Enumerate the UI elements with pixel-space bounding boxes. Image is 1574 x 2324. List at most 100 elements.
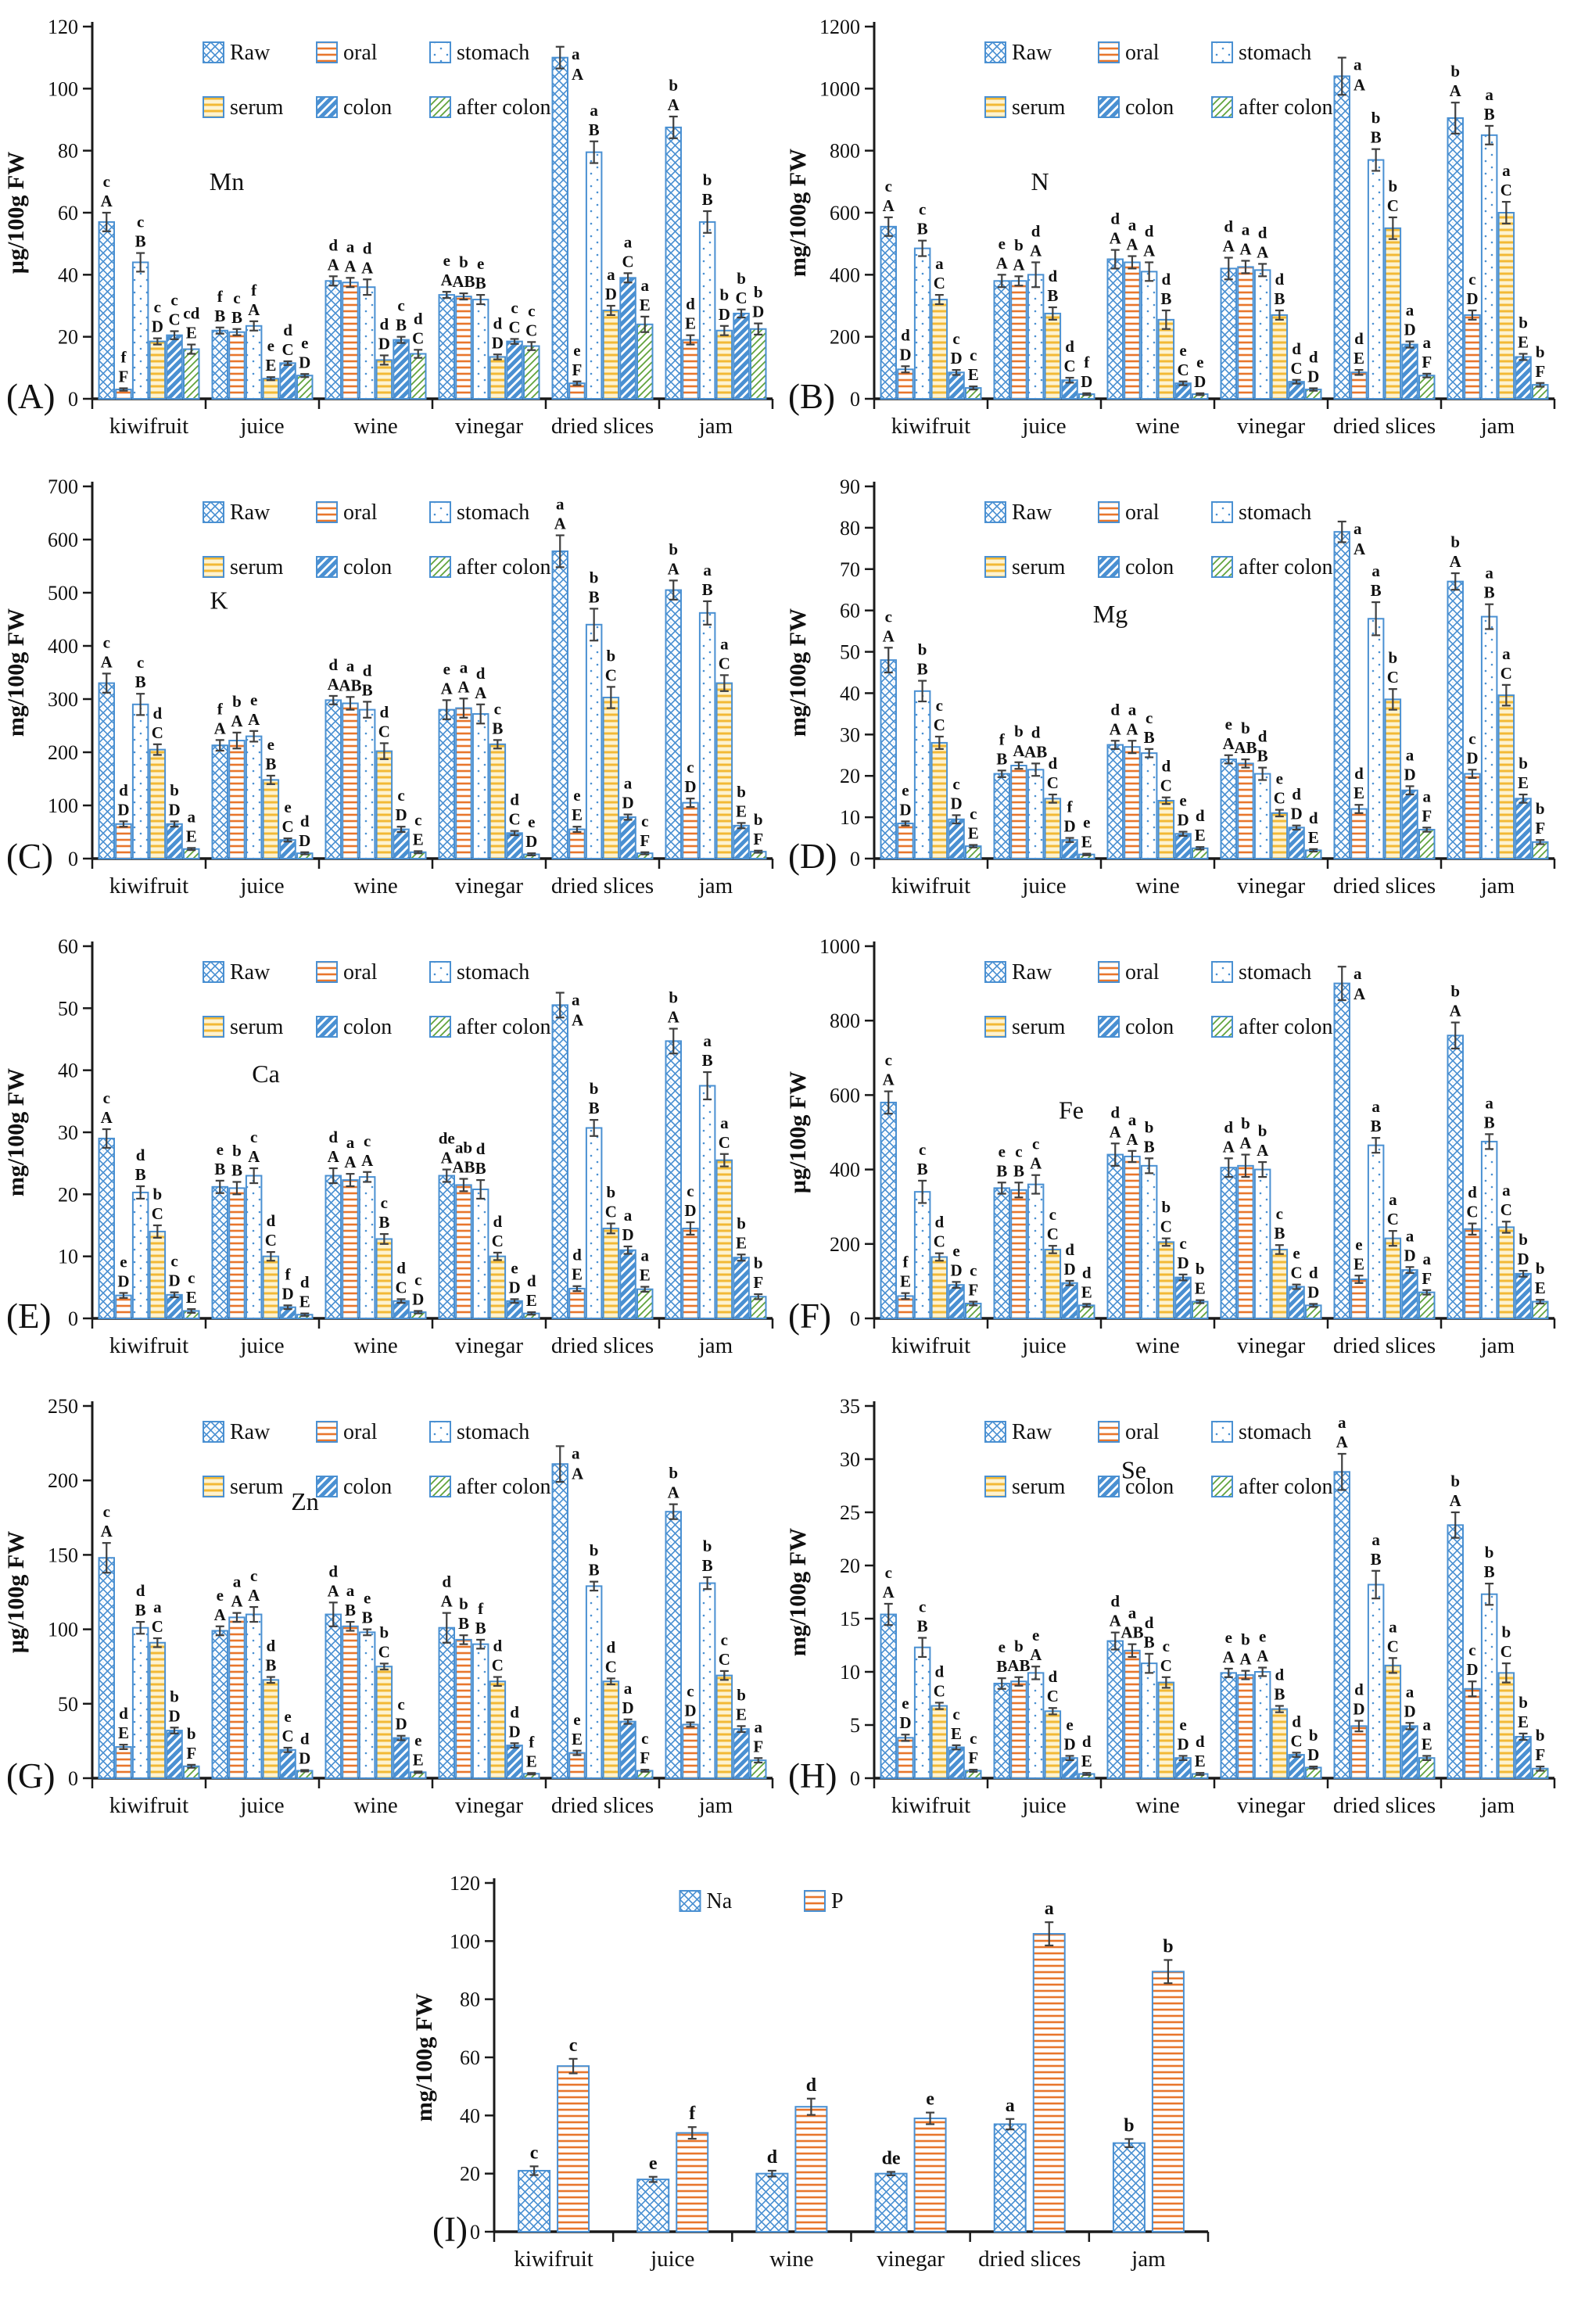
sig-letters: cD: [168, 1252, 180, 1290]
sig-letter: A: [248, 300, 260, 319]
sig-letter: b: [1241, 719, 1250, 737]
legend-swatch-after: [1211, 1476, 1233, 1497]
bar: [682, 339, 699, 400]
sig-letters: cD: [950, 329, 962, 368]
sig-letter: B: [1144, 1137, 1155, 1156]
sig-letter: de: [881, 2148, 900, 2168]
sig-letters: aF: [1422, 333, 1432, 371]
sig-letter: d: [1049, 1667, 1058, 1686]
sig-letter: D: [168, 1706, 180, 1725]
sig-letter: d: [1292, 1712, 1301, 1730]
legend-label: colon: [343, 555, 392, 579]
sig-letter: B: [475, 1159, 486, 1178]
sig-letter: B: [589, 587, 600, 606]
error-bar: [572, 1285, 582, 1293]
sig-letter: D: [1177, 811, 1189, 830]
sig-letters: bA: [1450, 62, 1462, 100]
sig-letters: dC: [378, 702, 390, 741]
bar: [880, 225, 897, 400]
error-bar: [555, 45, 565, 70]
sig-letter: d: [1196, 806, 1205, 825]
y-tick-label: 120: [450, 1872, 480, 1895]
sig-letter: A: [883, 1071, 895, 1089]
sig-letter: e: [1259, 1627, 1266, 1646]
sig-letter: a: [641, 1246, 650, 1265]
bar: [1497, 694, 1515, 860]
bar: [1112, 2142, 1146, 2233]
sig-letter: E: [572, 1265, 583, 1284]
sig-letter: A: [1030, 241, 1042, 260]
sig-letter: C: [525, 321, 537, 339]
panel-letter: (G): [6, 1756, 55, 1795]
error-bar: [640, 1769, 650, 1773]
error-bar: [1082, 392, 1092, 396]
legend-item: serum: [984, 555, 1066, 579]
error-bar: [934, 294, 944, 306]
legend-swatch-after: [429, 556, 451, 578]
sig-letter: C: [265, 1231, 277, 1250]
y-tick-label: 50: [840, 641, 860, 664]
bar: [166, 334, 183, 400]
sig-letter: a: [1044, 1899, 1053, 1919]
bar: [1010, 280, 1027, 400]
legend-label: Raw: [230, 960, 271, 984]
sig-letters: bB: [702, 1537, 713, 1575]
sig-letter: c: [952, 329, 959, 348]
legend-label: serum: [230, 1475, 284, 1499]
y-tick-label: 1000: [819, 77, 860, 100]
y-tick-label: 0: [68, 388, 78, 411]
sig-letter: D: [1466, 289, 1478, 308]
sig-letter: e: [573, 1710, 580, 1729]
error-bar: [1065, 1755, 1074, 1761]
sig-letter: a: [1005, 2096, 1014, 2116]
element-symbol: N: [1031, 167, 1049, 195]
bar: [131, 703, 149, 859]
error-bar: [1468, 1222, 1477, 1236]
sig-letters: eD: [1063, 1715, 1075, 1753]
sig-letter: b: [1258, 1121, 1267, 1140]
sig-letters: bE: [1195, 1260, 1206, 1298]
sig-letters: fB: [996, 730, 1007, 768]
panel-A: 0 20 40 60 80 100 120 µg/100g FW kiwifruit juice w…: [0, 8, 782, 463]
error-bar: [1309, 387, 1318, 392]
legend-swatch-serum: [203, 96, 224, 118]
sig-letters: cD: [1466, 1641, 1478, 1679]
sig-letter: B: [378, 1213, 389, 1232]
sig-letter: e: [573, 341, 580, 360]
bar: [1447, 117, 1464, 400]
sig-letter: C: [934, 274, 945, 292]
sig-letter: a: [1389, 1617, 1397, 1636]
bar: [1333, 1471, 1350, 1779]
sig-letters: cF: [640, 1729, 650, 1767]
legend-swatch-serum: [203, 556, 224, 578]
legend-label: colon: [343, 95, 392, 120]
sig-letter: D: [1404, 1246, 1415, 1264]
bar: [880, 1613, 897, 1779]
legend-label: after colon: [457, 1475, 551, 1499]
sig-letters: cA: [883, 607, 895, 645]
sig-letters: aB: [345, 1581, 356, 1619]
error-bar: [1258, 766, 1267, 781]
sig-letters: aE: [640, 1246, 651, 1285]
sig-letter: C: [735, 289, 747, 307]
sig-letters: cA: [1030, 1135, 1042, 1173]
legend-item: Raw: [203, 500, 271, 525]
sig-letters: dC: [1047, 754, 1059, 792]
error-bar: [249, 730, 259, 743]
sig-letter: AB: [1234, 738, 1257, 757]
sig-letter: b: [1502, 1623, 1511, 1641]
y-tick-label: 600: [830, 1084, 860, 1106]
error-bar: [493, 1251, 502, 1261]
error-bar: [969, 844, 978, 848]
sig-letter: b: [1536, 1259, 1545, 1278]
bar: [1124, 261, 1141, 400]
bar: [1151, 1971, 1185, 2233]
